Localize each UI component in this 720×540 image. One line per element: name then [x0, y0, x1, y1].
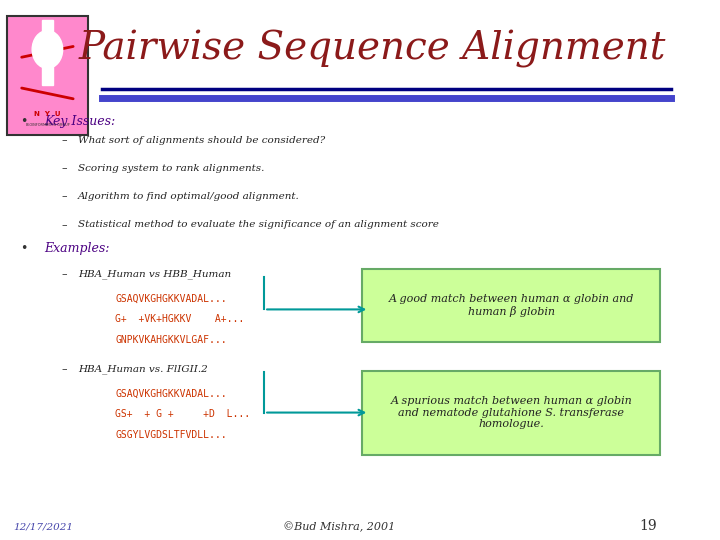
Text: Pairwise Sequence Alignment: Pairwise Sequence Alignment [79, 30, 666, 68]
Text: Scoring system to rank alignments.: Scoring system to rank alignments. [78, 164, 264, 173]
Text: GS+  + G +     +D  L...: GS+ + G + +D L... [115, 409, 251, 419]
FancyBboxPatch shape [6, 16, 88, 135]
Text: HBA_Human vs. FlIGII.2: HBA_Human vs. FlIGII.2 [78, 364, 207, 374]
Text: A spurious match between human α globin
and nematode glutahione S. transferase
h: A spurious match between human α globin … [390, 396, 632, 429]
Text: •: • [20, 242, 27, 255]
Text: 19: 19 [639, 519, 657, 534]
Text: –: – [61, 364, 66, 374]
Text: G+  +VK+HGKKV    A+...: G+ +VK+HGKKV A+... [115, 314, 244, 324]
Text: Examples:: Examples: [44, 242, 109, 255]
Text: –: – [61, 192, 66, 201]
FancyBboxPatch shape [362, 371, 660, 455]
Text: GNPKVKAHGKKVLGAF...: GNPKVKAHGKKVLGAF... [115, 335, 227, 345]
Text: –: – [61, 220, 66, 229]
Text: BIOINFORMATICS GROUP: BIOINFORMATICS GROUP [25, 124, 69, 127]
Text: Key Issues:: Key Issues: [44, 115, 115, 128]
Text: Algorithm to find optimal/good alignment.: Algorithm to find optimal/good alignment… [78, 192, 300, 201]
Text: ©Bud Mishra, 2001: ©Bud Mishra, 2001 [282, 521, 395, 532]
Text: GSAQVKGHGKKVADAL...: GSAQVKGHGKKVADAL... [115, 294, 227, 303]
Text: –: – [61, 269, 66, 279]
Text: N  Y  U: N Y U [34, 111, 60, 117]
Text: GSGYLVGDSLTFVDLL...: GSGYLVGDSLTFVDLL... [115, 430, 227, 440]
Ellipse shape [32, 31, 63, 69]
Text: GSAQVKGHGKKVADAL...: GSAQVKGHGKKVADAL... [115, 389, 227, 399]
Text: Statistical method to evaluate the significance of an alignment score: Statistical method to evaluate the signi… [78, 220, 438, 229]
Text: HBA_Human vs HBB_Human: HBA_Human vs HBB_Human [78, 269, 231, 279]
Text: What sort of alignments should be considered?: What sort of alignments should be consid… [78, 136, 325, 145]
Text: 12/17/2021: 12/17/2021 [14, 522, 73, 531]
Text: •: • [20, 115, 27, 128]
FancyBboxPatch shape [42, 21, 53, 85]
Text: A good match between human α globin and
human β globin: A good match between human α globin and … [389, 294, 634, 317]
Text: –: – [61, 164, 66, 173]
Text: –: – [61, 136, 66, 145]
FancyBboxPatch shape [362, 269, 660, 342]
